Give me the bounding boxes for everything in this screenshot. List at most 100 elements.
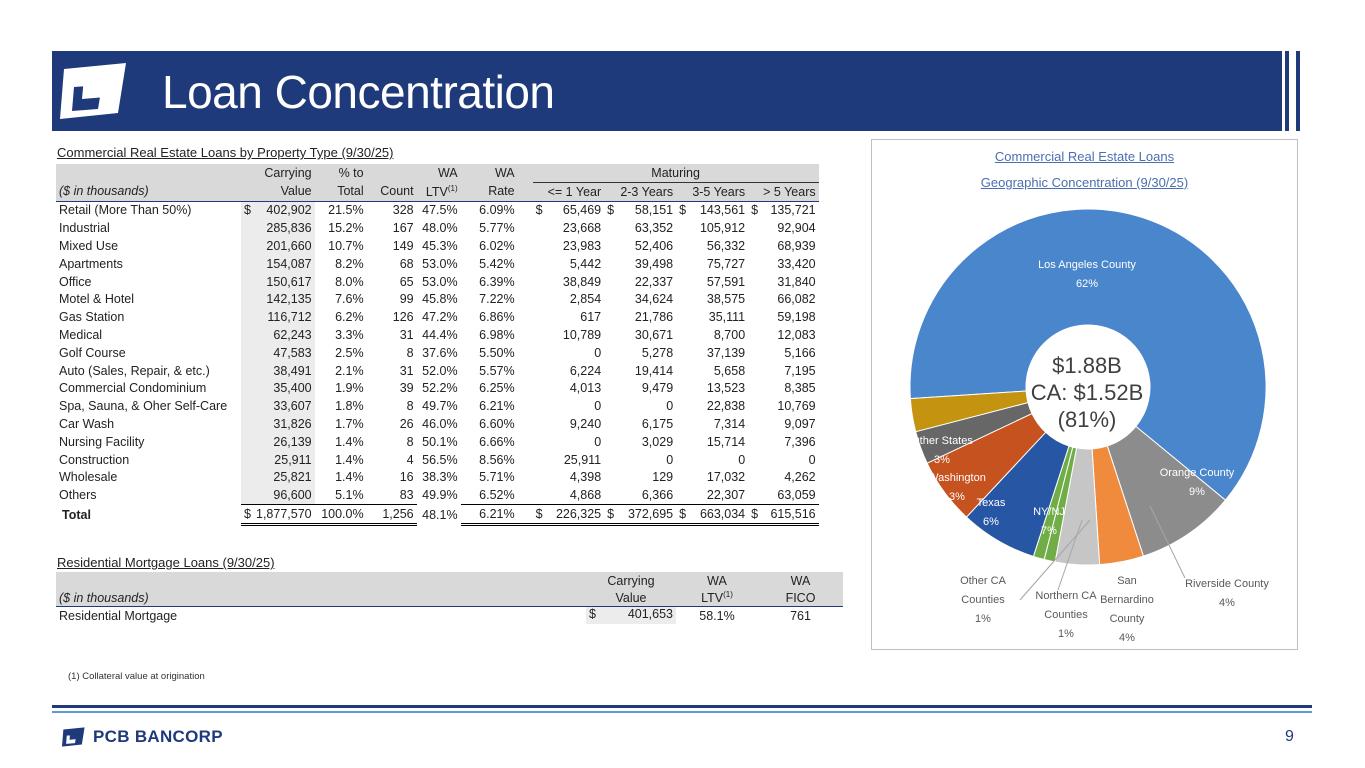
table-row: Spa, Sauna, & Oher Self-Care 33,607 1.8% 8 4… [56, 397, 819, 416]
slice-label-name: County [1109, 613, 1145, 625]
currency-sign [241, 237, 253, 255]
maturing-5y-plus: 135,721 [770, 203, 816, 218]
carrying-value: 142,135 [253, 290, 315, 309]
res-ltv: 58.1% [699, 608, 735, 623]
wa-ltv: 50.1% [422, 434, 458, 449]
currency-sign [241, 219, 253, 238]
wa-rate: 6.02% [479, 239, 515, 254]
slice-label-name: Northern CA [1035, 590, 1097, 602]
row-label: Construction [59, 452, 130, 467]
pct-total: 1.4% [335, 434, 364, 449]
wa-rate: 5.71% [479, 470, 515, 485]
loan-count: 126 [392, 310, 414, 325]
maturing-2-3y: 19,414 [634, 363, 674, 378]
row-label: Mixed Use [59, 239, 119, 254]
total-ltv: 48.1% [422, 507, 458, 522]
wa-ltv: 45.8% [422, 292, 458, 307]
wa-rate: 5.50% [479, 345, 515, 360]
maturing-2-3y: 21,786 [634, 310, 674, 325]
wa-ltv: 45.3% [422, 239, 458, 254]
wa-rate: 6.09% [479, 203, 515, 218]
slice-label-name: San [1117, 575, 1137, 587]
maturing-2-3y: 5,278 [641, 345, 674, 360]
col-header: WA [460, 164, 533, 183]
slice-label-pct: 9% [1189, 486, 1205, 498]
maturing-2-3y: 129 [652, 470, 674, 485]
currency-sign: $ [607, 203, 615, 218]
maturing-5y-plus: 31,840 [777, 274, 816, 289]
row-label: Office [59, 274, 92, 289]
table-row: Mixed Use 201,660 10.7% 149 45.3% 6.02% 23,983… [56, 237, 819, 255]
res-carrying-cell: $ 401,653 [586, 607, 676, 624]
maturing-3-5y: 105,912 [699, 221, 746, 236]
carrying-value: 402,902 [253, 201, 315, 220]
col-header: Total [314, 182, 367, 202]
maturing-5y-plus: 5,166 [784, 345, 816, 360]
cre-section-title: Commercial Real Estate Loans by Property… [57, 145, 394, 160]
carrying-value: 25,911 [253, 450, 315, 469]
maturing-5y-plus: 59,198 [777, 310, 816, 325]
wa-ltv: 56.5% [422, 452, 458, 467]
col-header: Value [253, 182, 315, 202]
slice-label-pct: 7% [1041, 525, 1057, 537]
wa-ltv: 53.0% [422, 274, 458, 289]
currency-sign: $ [604, 504, 617, 526]
slice-label-other-states: Other States 3% [904, 432, 980, 470]
table-row: Gas Station 116,712 6.2% 126 47.2% 6.86% 617 21… [56, 308, 819, 327]
maturing-5y-plus: 92,904 [777, 221, 816, 236]
pie-center-ca: CA: $1.52B [1030, 380, 1144, 405]
ltv-label: LTV [701, 591, 724, 606]
pct-total: 21.5% [328, 203, 364, 218]
col-header: <= 1 Year [544, 182, 605, 202]
pct-total: 6.2% [335, 310, 364, 325]
res-table: Carrying WA WA ($ in thousands) Value LT… [56, 572, 843, 624]
cre-table: Carrying % to WA WA Maturing ($ in thous… [56, 164, 819, 526]
maturing-5y-plus: 33,420 [777, 256, 816, 271]
maturing-2-3y: 34,624 [634, 292, 674, 307]
carrying-value: 31,826 [253, 415, 315, 433]
maturing-2-3y: 6,366 [641, 488, 674, 503]
row-label: Car Wash [59, 417, 115, 432]
col-header: Value [586, 589, 676, 607]
pcb-logo-icon [62, 727, 85, 747]
slice-label-los-angeles: Los Angeles County 62% [1012, 256, 1162, 294]
slice-label-ny-nj: NY/NJ 7% [1022, 503, 1076, 541]
maturing-1y: 2,854 [569, 292, 602, 307]
maturing-5y-plus: 68,939 [777, 239, 816, 254]
slice-label-name: Texas [976, 497, 1006, 509]
wa-ltv: 44.4% [422, 328, 458, 343]
maturing-1y: 5,442 [569, 256, 602, 271]
pct-total: 1.9% [335, 381, 364, 396]
slice-label-texas: Texas 6% [968, 494, 1014, 532]
table-row: Commercial Condominium 35,400 1.9% 39 52.2% 6… [56, 379, 819, 398]
col-header: FICO [758, 589, 843, 607]
slice-label-name: Other States [911, 435, 973, 447]
pct-total: 3.3% [335, 328, 364, 343]
page-title: Loan Concentration [162, 66, 555, 118]
col-header: WA [416, 164, 461, 183]
pct-total: 15.2% [328, 221, 364, 236]
currency-sign [241, 272, 253, 291]
loan-count: 8 [406, 345, 414, 360]
wa-rate: 5.77% [479, 221, 515, 236]
slice-label-san-bernardino: San Bernardino County 4% [1092, 572, 1162, 648]
table-row: Industrial 285,836 15.2% 167 48.0% 5.77% 23,66… [56, 219, 819, 238]
total-m3: 663,034 [688, 504, 749, 526]
currency-sign [241, 343, 253, 362]
total-row: Total $ 1,877,570 100.0% 1,256 48.1% 6.2… [56, 504, 819, 526]
slice-label-pct: 1% [1058, 628, 1074, 640]
res-section-title: Residential Mortgage Loans (9/30/25) [57, 555, 275, 570]
pct-total: 7.6% [335, 292, 364, 307]
slice-label-pct: 62% [1075, 278, 1099, 290]
wa-rate: 6.98% [479, 328, 515, 343]
pct-total: 1.4% [335, 470, 364, 485]
maturing-5y-plus: 66,082 [777, 292, 816, 307]
slice-label-pct: 4% [1219, 597, 1235, 609]
pct-total: 10.7% [328, 239, 364, 254]
currency-sign [241, 468, 253, 487]
wa-ltv: 46.0% [422, 417, 458, 432]
table-row: Retail (More Than 50%) $402,902 21.5% 328 47… [56, 201, 819, 220]
slice-label-name: NY/NJ [1033, 506, 1065, 518]
loan-count: 149 [392, 239, 414, 254]
